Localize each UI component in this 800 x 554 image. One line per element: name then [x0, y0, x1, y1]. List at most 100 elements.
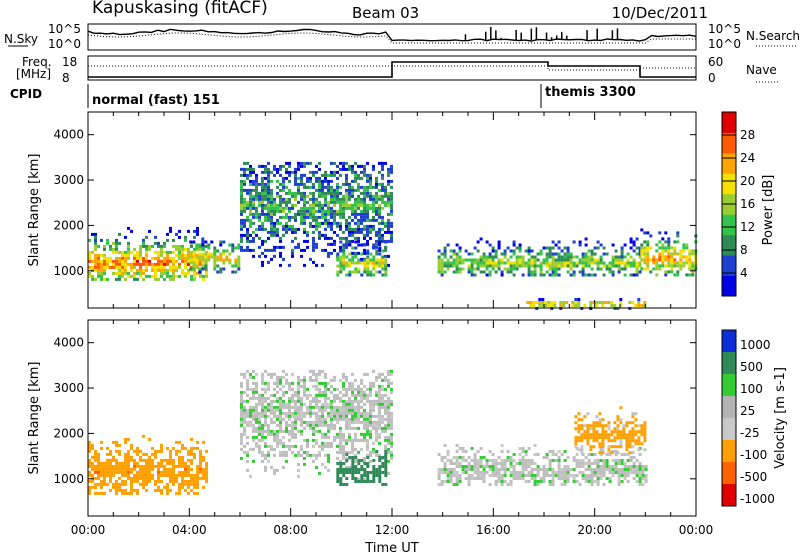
scatter-cell: [297, 468, 300, 472]
scatter-cell: [267, 453, 270, 457]
scatter-cell: [118, 485, 121, 489]
scatter-cell: [181, 271, 184, 275]
scatter-cell: [276, 245, 279, 249]
scatter-cell: [190, 452, 193, 456]
scatter-cell: [587, 261, 591, 265]
scatter-cell: [261, 200, 264, 204]
scatter-cell: [351, 212, 354, 216]
scatter-cell: [261, 212, 264, 216]
scatter-cell: [530, 459, 534, 462]
scatter-cell: [437, 474, 441, 477]
scatter-cell: [512, 465, 516, 468]
scatter-cell: [237, 246, 241, 250]
scatter-cell: [163, 458, 166, 462]
scatter-cell: [246, 245, 249, 249]
scatter-cell: [240, 197, 243, 201]
scatter-cell: [348, 191, 351, 195]
scatter-cell: [327, 251, 330, 255]
scatter-cell: [309, 197, 312, 201]
velocity-colorbar-tick: -100: [740, 448, 767, 462]
scatter-cell: [354, 206, 357, 210]
scatter-cell: [643, 424, 647, 428]
scatter-cell: [384, 188, 387, 192]
scatter-cell: [276, 185, 279, 189]
scatter-cell: [285, 429, 288, 433]
scatter-cell: [279, 173, 282, 177]
scatter-cell: [375, 270, 379, 274]
scatter-cell: [318, 215, 321, 219]
scatter-cell: [527, 249, 531, 253]
scatter-cell: [551, 258, 555, 262]
scatter-cell: [354, 240, 358, 244]
scatter-cell: [351, 230, 354, 234]
scatter-cell: [378, 372, 381, 376]
scatter-cell: [577, 424, 581, 428]
scatter-cell: [115, 479, 118, 483]
scatter-cell: [592, 436, 596, 440]
scatter-cell: [154, 250, 157, 254]
scatter-cell: [544, 304, 548, 307]
scatter-cell: [587, 459, 591, 462]
scatter-cell: [294, 435, 297, 439]
scatter-cell: [154, 455, 157, 459]
scatter-cell: [676, 231, 680, 235]
scatter-cell: [267, 396, 270, 400]
scatter-cell: [139, 265, 142, 269]
scatter-cell: [252, 369, 255, 373]
scatter-cell: [300, 402, 303, 406]
scatter-cell: [336, 252, 340, 256]
scatter-cell: [584, 258, 588, 262]
scatter-cell: [592, 424, 596, 428]
scatter-cell: [360, 215, 363, 219]
scatter-cell: [181, 443, 184, 447]
scatter-cell: [378, 215, 381, 219]
scatter-cell: [485, 255, 489, 259]
scatter-cell: [539, 273, 543, 277]
scatter-cell: [607, 448, 611, 452]
scatter-cell: [288, 447, 291, 451]
scatter-cell: [115, 461, 118, 465]
scatter-cell: [589, 436, 593, 440]
scatter-cell: [363, 191, 366, 195]
scatter-cell: [192, 240, 196, 244]
scatter-cell: [614, 249, 618, 253]
scatter-cell: [258, 212, 261, 216]
scatter-cell: [139, 470, 142, 474]
scatter-cell: [261, 393, 264, 397]
scatter-cell: [384, 387, 387, 391]
scatter-cell: [575, 474, 579, 477]
scatter-cell: [569, 252, 573, 256]
scatter-cell: [557, 471, 561, 474]
scatter-cell: [127, 473, 130, 477]
scatter-cell: [324, 399, 327, 403]
scatter-cell: [267, 218, 270, 222]
scatter-cell: [115, 482, 118, 486]
scatter-cell: [566, 480, 570, 483]
scatter-cell: [190, 244, 193, 248]
scatter-cell: [557, 240, 561, 244]
scatter-cell: [160, 247, 163, 251]
scatter-cell: [530, 462, 534, 465]
scatter-cell: [285, 414, 288, 418]
scatter-cell: [551, 240, 555, 244]
scatter-cell: [324, 402, 327, 406]
scatter-cell: [580, 445, 584, 449]
scatter-cell: [512, 477, 516, 480]
scatter-cell: [638, 468, 642, 471]
scatter-cell: [172, 262, 175, 266]
scatter-cell: [369, 218, 372, 222]
scatter-cell: [449, 468, 453, 471]
scatter-cell: [240, 399, 243, 403]
scatter-cell: [297, 384, 300, 388]
scatter-cell: [336, 444, 339, 448]
scatter-cell: [342, 417, 345, 421]
scatter-cell: [106, 464, 109, 468]
scatter-cell: [327, 221, 330, 225]
scatter-cell: [130, 229, 133, 233]
scatter-cell: [285, 411, 288, 415]
scatter-cell: [673, 252, 677, 256]
scatter-cell: [387, 381, 390, 385]
scatter-cell: [366, 396, 369, 400]
scatter-cell: [611, 459, 615, 462]
